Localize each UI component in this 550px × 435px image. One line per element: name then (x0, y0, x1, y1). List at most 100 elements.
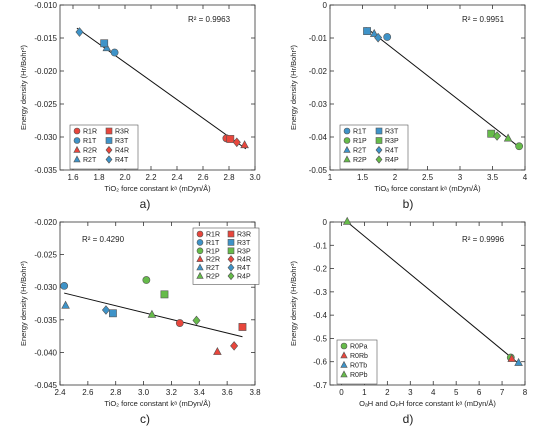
legend-marker-r1t (343, 127, 351, 135)
y-tick-label: 0 (323, 1, 328, 10)
y-tick-label: -0.03 (309, 100, 328, 109)
legend-marker-r1r (196, 230, 204, 238)
legend-marker-r2r (196, 255, 204, 262)
y-tick-label: -0.01 (309, 34, 328, 43)
x-tick-label: 3.8 (249, 388, 261, 397)
legend-marker-r3r (227, 230, 235, 238)
panel-label: b) (403, 197, 414, 211)
data-point-r3r (238, 323, 247, 331)
legend-label-r4t: R4T (115, 157, 129, 164)
plot-frame (59, 221, 256, 386)
legend-marker-r2r (73, 145, 81, 153)
legend-label-r1r: R1R (206, 232, 220, 239)
legend-label-r4r: R4R (237, 257, 251, 264)
legend-label-r1t: R1T (206, 240, 220, 247)
data-point-r2p (503, 133, 513, 142)
legend-label-r1p: R1P (353, 138, 367, 145)
x-tick-label: 1 (362, 388, 367, 397)
y-axis-label: Energy density (Hr/Bohr³) (289, 44, 298, 130)
x-tick-label: 2 (385, 388, 390, 397)
x-tick-label: 2.4 (171, 173, 183, 182)
legend-marker-r4r (105, 145, 113, 155)
legend-label-r2p: R2P (353, 157, 367, 164)
legend-label-r3p: R3P (385, 138, 399, 145)
x-tick-label: 7 (500, 388, 505, 397)
legend-label-r1p: R1P (206, 248, 220, 255)
data-point-r1p (142, 276, 151, 284)
x-tick-label: 2 (393, 173, 398, 182)
r-squared-label: R² = 0.9951 (462, 15, 505, 24)
data-point-r3p (160, 290, 169, 299)
legend-label-r2r: R2R (206, 257, 220, 264)
legend-marker-r2p (196, 271, 204, 279)
y-tick-label: -0.3 (313, 288, 327, 297)
x-tick-label: 1.8 (93, 173, 105, 182)
x-tick-label: 1.5 (357, 173, 369, 182)
x-tick-label: 4 (523, 173, 528, 182)
x-tick-label: 2.0 (119, 173, 131, 182)
legend-marker-r3p (227, 247, 235, 255)
data-point-r0rb (507, 353, 516, 362)
y-tick-label: -0.045 (34, 381, 57, 390)
legend-label-r4p: R4P (385, 157, 399, 164)
data-point-r2t (102, 43, 112, 52)
y-tick-label: -0.5 (313, 334, 327, 343)
y-tick-label: -0.010 (34, 1, 57, 10)
data-point-r1r (175, 319, 184, 327)
legend-marker-r1t (73, 137, 81, 144)
x-axis-label: TiO₂ force constant kᵃ (mDyn/Å) (104, 184, 211, 193)
legend-marker-r0rb (340, 351, 348, 359)
plot-frame (329, 221, 526, 386)
data-point-r3t (109, 309, 117, 318)
y-tick-label: -0.025 (34, 100, 57, 109)
panel-a: 1.6 1.8 2.0 2.2 2.4 2.6 2.8 3.0 -0.035 -0.030 -0.0… (19, 1, 261, 211)
x-axis-label: OₐH and OₚH force constant kᵃ (mDyn/Å) (359, 399, 496, 408)
panel-label: a) (140, 197, 151, 211)
legend-label-r2r: R2R (83, 148, 97, 155)
legend-marker-r3r (105, 127, 113, 135)
panel-b: 1 1.5 2 2.5 3 3.5 4 -0.05 -0.04 -0.03 -0.02 -0.01 0 T… (289, 1, 528, 211)
x-tick-label: 2.8 (223, 173, 235, 182)
legend-label-r2p: R2P (206, 274, 220, 281)
data-point-r4p (192, 315, 201, 326)
x-tick-label: 2.2 (145, 173, 157, 182)
legend: R0Pa R0Rb R0Tb R0Pb (336, 339, 378, 385)
legend-label-r0rb: R0Rb (350, 353, 368, 360)
legend-marker-r0tb (340, 360, 348, 368)
legend-box (192, 227, 260, 285)
x-axis-label: TiO₂ force constant kᵃ (mDyn/Å) (104, 399, 211, 408)
fit-line (346, 221, 520, 365)
x-tick-label: 1.6 (67, 173, 79, 182)
legend-marker-r4t (105, 155, 113, 164)
x-tick-label: 4 (431, 388, 436, 397)
panel-label: d) (403, 412, 414, 426)
x-tick-label: 3 (408, 388, 413, 397)
legend-marker-r3t (227, 239, 235, 246)
legend-label-r2t: R2T (83, 157, 97, 164)
legend-box (69, 124, 139, 170)
data-point-r3r (226, 135, 235, 143)
legend: R1R R1T R2R R2T R3R R3T R4R R4T (69, 124, 139, 170)
panel-c: 2.4 2.6 2.8 3.0 3.2 3.4 3.6 3.8 -0.045 -0.040 -0.0… (19, 218, 261, 426)
x-tick-label: 1 (328, 173, 333, 182)
r-squared-label: R² = 0.9963 (188, 15, 231, 24)
fit-line (365, 27, 521, 148)
legend-marker-r4t (375, 145, 383, 155)
legend-label-r4p: R4P (237, 274, 251, 281)
data-point-r4p (493, 131, 502, 141)
legend-label-r3t: R3T (237, 240, 251, 247)
data-point-r4t (75, 27, 84, 37)
x-tick-label: 2.4 (54, 388, 66, 397)
y-axis-label: Energy density (Hr/Bohr³) (289, 260, 298, 346)
data-point-r2r (240, 140, 249, 149)
legend-label-r4r: R4R (115, 148, 129, 155)
y-tick-label: 0 (323, 218, 328, 227)
data-point-r3p (487, 129, 496, 138)
legend-marker-r0pa (340, 342, 348, 350)
x-tick-label: 3 (458, 173, 463, 182)
legend-marker-r3t (105, 137, 113, 144)
panel-d: 0 1 2 3 4 5 6 7 8 -0.7 -0.6 -0.5 -0.4 -0.3 -0.2 -0.1 0 Oₐ… (289, 216, 528, 426)
y-tick-label: -0.035 (34, 316, 57, 325)
